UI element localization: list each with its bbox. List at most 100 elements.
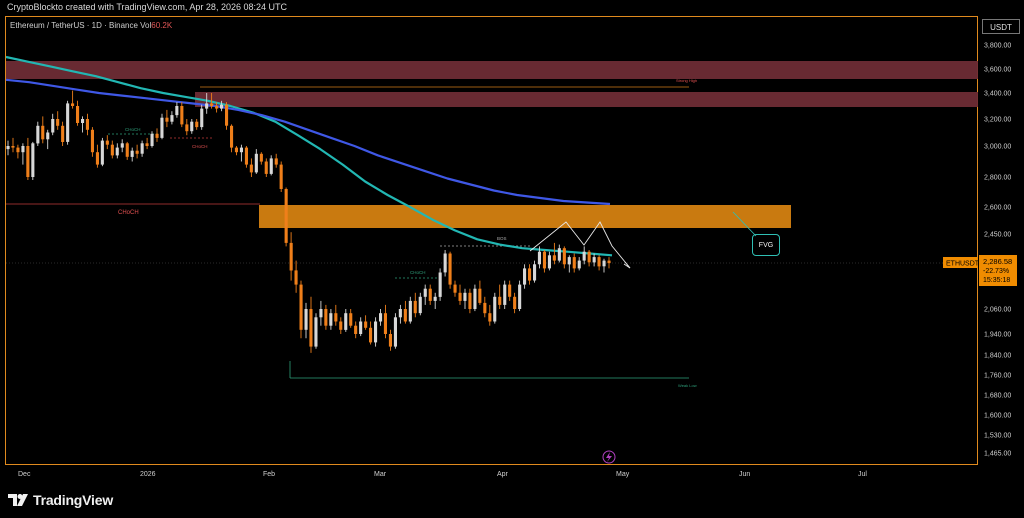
fvg-callout-line <box>732 211 757 237</box>
price-tag-change: -22.73% <box>983 268 1009 275</box>
candle-body <box>205 103 209 109</box>
candle-body <box>488 313 492 322</box>
candle-body <box>51 119 55 133</box>
candle-body <box>304 309 308 330</box>
chart-legend: Ethereum / TetherUS · 1D · Binance Vol60… <box>10 21 172 30</box>
supply-zone-lower <box>195 92 978 107</box>
candle-body <box>493 296 497 322</box>
candle-body <box>230 125 234 148</box>
candle-body <box>597 257 601 267</box>
x-tick-label: Feb <box>263 471 275 478</box>
candle-body <box>6 146 10 150</box>
x-tick-label: Jul <box>858 471 867 478</box>
alert-icon-bolt <box>606 452 612 462</box>
x-axis[interactable]: Dec 2026 Feb Mar Apr May Jun Jul <box>18 471 867 478</box>
choch-small-label-1: CHoCH <box>125 127 141 132</box>
candle-body <box>319 309 323 318</box>
candle-body <box>26 146 30 177</box>
y-tick-label: 2,450.00 <box>984 232 1011 239</box>
symbol-tag-label: ETHUSDT <box>946 261 980 268</box>
volume-label: Vol <box>140 21 152 30</box>
candle-body <box>225 104 229 126</box>
candle-body <box>41 125 45 140</box>
candle-body <box>547 255 551 269</box>
candle-body <box>100 140 104 165</box>
y-axis[interactable]: 3,800.00 3,600.00 3,400.00 3,200.00 3,000.00… <box>984 43 1011 458</box>
candle-body <box>105 140 109 145</box>
y-tick-label: 1,465.00 <box>984 451 1011 458</box>
candle-body <box>160 117 164 138</box>
candle-body <box>374 321 378 343</box>
y-tick-label: 2,060.00 <box>984 307 1011 314</box>
candle-body <box>403 309 407 322</box>
chart-credit: CryptoBlockto created with TradingView.c… <box>7 2 287 12</box>
candle-body <box>398 309 402 318</box>
candle-body <box>120 143 124 148</box>
candle-body <box>220 104 224 109</box>
candle-body <box>309 309 313 347</box>
candle-body <box>36 125 40 144</box>
candle-body <box>364 321 368 328</box>
candle-body <box>125 143 129 157</box>
candle-body <box>81 119 85 123</box>
candle-body <box>428 288 432 301</box>
candle-body <box>483 302 487 314</box>
candle-body <box>289 242 293 271</box>
price-tag <box>979 255 1017 286</box>
candle-body <box>369 327 373 343</box>
candle-body <box>180 106 184 125</box>
chart-frame[interactable] <box>5 16 978 465</box>
candle-body <box>458 292 462 301</box>
y-tick-label: 3,200.00 <box>984 117 1011 124</box>
candle-body <box>349 313 353 326</box>
candle-body <box>95 152 99 165</box>
x-tick-label: Dec <box>18 471 31 478</box>
candle-body <box>46 132 50 140</box>
choch-label: CHoCH <box>118 210 139 216</box>
candle-body <box>393 317 397 347</box>
y-tick-label: 2,600.00 <box>984 205 1011 212</box>
candle-body <box>269 158 273 174</box>
candle-body <box>443 253 447 273</box>
candle-body <box>423 288 427 297</box>
candle-body <box>200 108 204 128</box>
y-tick-label: 1,530.00 <box>984 433 1011 440</box>
y-tick-label: 1,680.00 <box>984 393 1011 400</box>
candle-body <box>478 288 482 303</box>
y-tick-label: 2,800.00 <box>984 175 1011 182</box>
candle-body <box>339 321 343 330</box>
fvg-zone <box>259 205 791 228</box>
candle-body <box>354 325 358 334</box>
candle-body <box>448 253 452 285</box>
x-tick-label: Jun <box>739 471 750 478</box>
candle-body <box>150 133 154 146</box>
candle-body <box>557 248 561 261</box>
tradingview-logo-icon <box>8 494 28 506</box>
candle-body <box>31 143 35 177</box>
candle-body <box>518 284 522 309</box>
y-tick-label: 1,940.00 <box>984 332 1011 339</box>
candle-body <box>329 313 333 326</box>
currency-button[interactable]: USDT <box>982 19 1020 34</box>
candle-body <box>453 284 457 293</box>
candle-body <box>244 147 248 165</box>
candle-body <box>523 268 527 285</box>
candle-body <box>16 147 20 153</box>
candle-body <box>254 153 258 173</box>
candle-body <box>284 189 288 243</box>
tradingview-logo[interactable]: TradingView <box>8 491 113 509</box>
candle-body <box>433 296 437 301</box>
candle-body <box>234 147 238 153</box>
candle-body <box>249 164 253 173</box>
candle-body <box>239 147 243 153</box>
symbol-title: Ethereum / TetherUS · 1D · Binance <box>10 21 138 30</box>
strong-high-label: Strong High <box>676 78 697 83</box>
candle-body <box>533 264 537 281</box>
candle-body <box>155 133 159 138</box>
y-tick-label: 3,600.00 <box>984 67 1011 74</box>
alert-icon[interactable] <box>602 450 616 464</box>
x-tick-label: Mar <box>374 471 387 478</box>
candle-body <box>71 103 75 106</box>
candle-body <box>11 146 15 148</box>
